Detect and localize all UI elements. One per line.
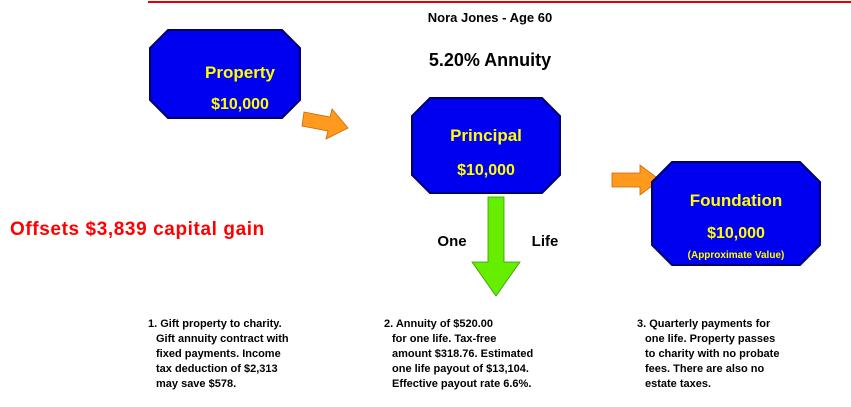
note-line: 2. Annuity of $520.00 bbox=[384, 318, 493, 330]
note-line: one life. Property passes bbox=[645, 333, 775, 345]
note-line: tax deduction of $2,313 bbox=[156, 363, 278, 375]
note-line: 3. Quarterly payments for bbox=[637, 318, 771, 330]
subtitle: 5.20% Annuity bbox=[429, 50, 551, 70]
note-line: fixed payments. Income bbox=[156, 348, 281, 360]
callout: Offsets $3,839 capital gain bbox=[10, 219, 265, 240]
arrow bbox=[611, 164, 661, 196]
note-line: Effective payout rate 6.6%. bbox=[392, 378, 531, 390]
note-line: to charity with no probate bbox=[645, 348, 779, 360]
note-line: may save $578. bbox=[156, 378, 236, 390]
note-line: estate taxes. bbox=[645, 378, 711, 390]
foundation-box bbox=[651, 161, 821, 266]
note-line: fees. There are also no bbox=[645, 363, 764, 375]
note-line: one life payout of $13,104. bbox=[392, 363, 529, 375]
node-value: $10,000 bbox=[457, 162, 515, 179]
node-value: $10,000 bbox=[211, 96, 269, 113]
node-label: Principal bbox=[450, 126, 522, 145]
arrow-label: Life bbox=[532, 233, 559, 250]
property-box bbox=[149, 29, 301, 119]
note-line: amount $318.76. Estimated bbox=[392, 348, 533, 360]
note-line: Gift annuity contract with bbox=[156, 333, 289, 345]
arrow bbox=[301, 108, 349, 140]
note-line: 1. Gift property to charity. bbox=[148, 318, 282, 330]
note-line: for one life. Tax-free bbox=[392, 333, 496, 345]
down-arrow bbox=[471, 196, 521, 297]
title: Nora Jones - Age 60 bbox=[428, 10, 553, 25]
node-value: $10,000 bbox=[707, 225, 765, 242]
arrow-label: One bbox=[437, 233, 466, 250]
node-label: Foundation bbox=[690, 191, 783, 210]
node-label: Property bbox=[205, 63, 275, 82]
node-note: (Approximate Value) bbox=[688, 250, 785, 261]
principal-box bbox=[411, 97, 561, 194]
